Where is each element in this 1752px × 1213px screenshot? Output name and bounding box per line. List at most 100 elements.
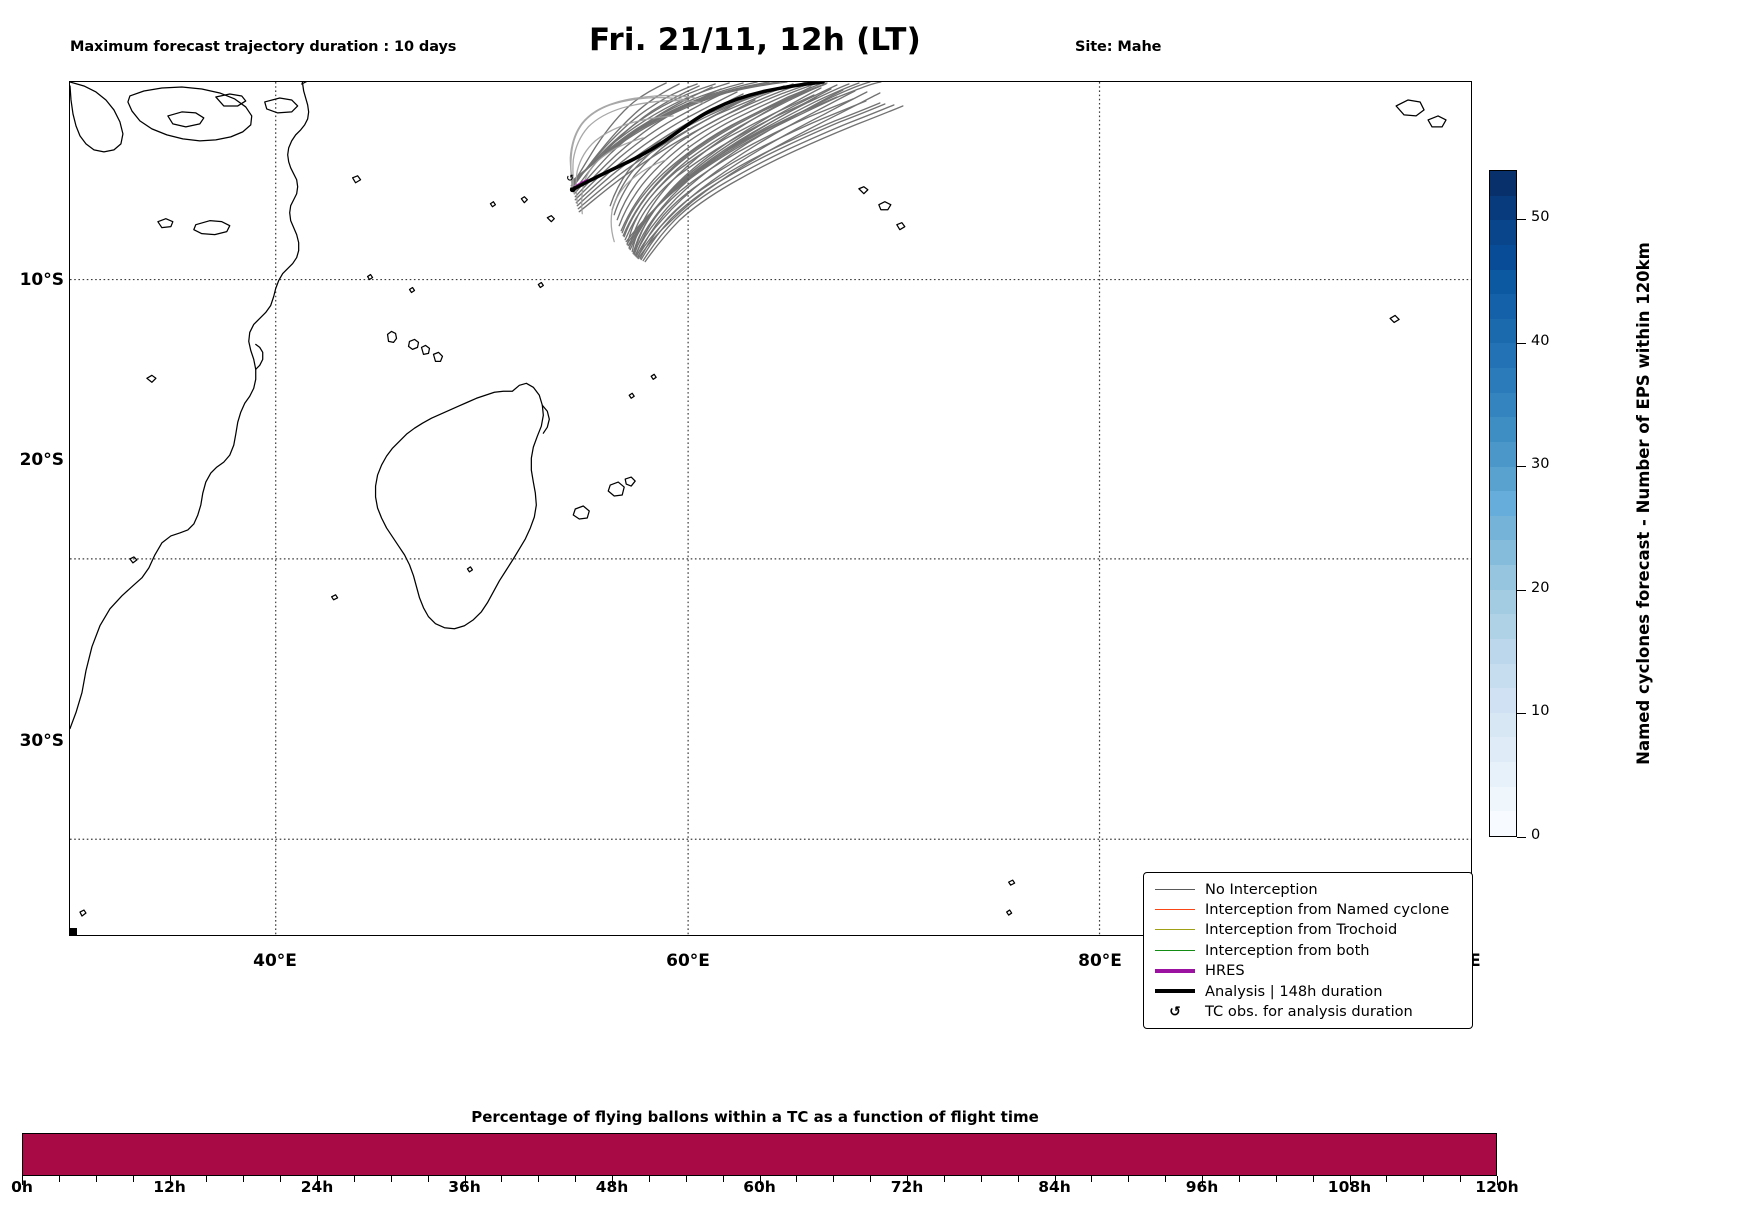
legend-swatch-line-icon	[1152, 949, 1198, 951]
legend-swatch-line-icon	[1152, 968, 1198, 973]
legend-swatch-line-icon	[1152, 909, 1198, 911]
percentage-bar-fill	[23, 1134, 1496, 1175]
legend-item-tc-obs[interactable]: ↺ TC obs. for analysis duration	[1152, 1001, 1464, 1021]
time-axis-tick	[1423, 1176, 1425, 1182]
time-axis-tick	[280, 1176, 282, 1182]
time-axis-tick	[1238, 1176, 1240, 1182]
tc-obs-icon: ↺	[566, 174, 574, 184]
colorbar-tick	[1517, 589, 1526, 591]
colorbar-segment	[1490, 343, 1516, 368]
time-axis-tick	[1497, 1176, 1498, 1185]
legend-label: No Interception	[1205, 880, 1318, 898]
map-xtick-40e: 40°E	[253, 951, 297, 971]
time-axis-tick	[427, 1176, 429, 1182]
ensemble-trajectories-light	[569, 94, 704, 243]
time-axis-tick	[464, 1176, 466, 1185]
time-axis-label: 24h	[300, 1178, 334, 1196]
colorbar-segment	[1490, 491, 1516, 516]
legend-label: Interception from Named cyclone	[1205, 901, 1450, 919]
colorbar-segment	[1490, 195, 1516, 221]
colorbar-segment	[1490, 294, 1516, 319]
map-canvas: ↺ ↺	[70, 82, 1471, 935]
colorbar-tick	[1517, 713, 1526, 715]
legend-item-no-interception[interactable]: No Interception	[1152, 879, 1464, 899]
header-site: Site: Mahe	[1075, 39, 1162, 56]
legend-item-hres[interactable]: HRES	[1152, 961, 1464, 981]
legend-item-trochoid[interactable]: Interception from Trochoid	[1152, 920, 1464, 940]
time-axis-tick	[95, 1176, 97, 1182]
coastlines	[70, 82, 1447, 917]
colorbar-segment	[1490, 392, 1516, 418]
time-axis-tick	[759, 1176, 761, 1185]
time-axis-tick	[1054, 1176, 1056, 1185]
analysis-trajectory	[570, 82, 825, 192]
colorbar-segment	[1490, 712, 1516, 738]
time-axis-tick	[317, 1176, 318, 1185]
time-axis-label: 12h	[153, 1178, 186, 1196]
page-title: Fri. 21/11, 12h (LT)	[589, 22, 921, 58]
colorbar-segment	[1490, 540, 1516, 565]
colorbar-title: Named cyclones forecast - Number of EPS …	[1634, 242, 1653, 765]
colorbar-segment	[1490, 762, 1516, 787]
legend-item-named-cyclone[interactable]: Interception from Named cyclone	[1152, 899, 1464, 919]
launch-point-marker	[569, 187, 575, 193]
time-axis-tick	[132, 1176, 134, 1182]
legend-swatch-line-icon	[1152, 929, 1198, 931]
time-axis-tick	[243, 1176, 245, 1182]
time-axis-tick	[1386, 1176, 1388, 1182]
colorbar-segment	[1490, 318, 1516, 344]
map-plot-area: ↺ ↺	[69, 81, 1472, 936]
percentage-bar-axes	[22, 1133, 1497, 1176]
time-axis-tick	[58, 1176, 60, 1182]
time-axis-tick	[353, 1176, 355, 1182]
time-axis-tick	[1349, 1176, 1351, 1185]
colorbar-segment	[1490, 220, 1516, 245]
legend-label: Analysis | 148h duration	[1205, 982, 1383, 1000]
legend-label: Interception from both	[1205, 941, 1370, 959]
time-axis-tick	[390, 1176, 392, 1182]
colorbar-segment	[1490, 786, 1516, 812]
time-axis-label: 60h	[743, 1178, 776, 1196]
colorbar-segment	[1490, 441, 1516, 467]
time-axis-tick	[1091, 1176, 1093, 1182]
time-axis-tick	[722, 1176, 724, 1182]
ensemble-trajectories	[570, 82, 904, 263]
colorbar-segment	[1490, 269, 1516, 295]
legend-item-both[interactable]: Interception from both	[1152, 940, 1464, 960]
time-axis-label: 108h	[1327, 1178, 1372, 1196]
time-axis-tick	[538, 1176, 540, 1182]
colorbar-segment	[1490, 688, 1516, 713]
percentage-bar-title: Percentage of flying ballons within a TC…	[471, 1108, 1039, 1126]
time-axis-label: 120h	[1475, 1178, 1519, 1196]
colorbar-segment	[1490, 737, 1516, 762]
colorbar-tick-label: 50	[1531, 209, 1550, 226]
colorbar-segment	[1490, 515, 1516, 541]
colorbar-segment	[1490, 614, 1516, 639]
legend-label: HRES	[1205, 962, 1245, 980]
colorbar-tick	[1517, 466, 1526, 468]
axis-corner-marker	[70, 928, 77, 935]
legend-item-analysis[interactable]: Analysis | 148h duration	[1152, 981, 1464, 1001]
time-axis-label: 36h	[448, 1178, 481, 1196]
time-axis-tick	[1165, 1176, 1167, 1182]
map-gridlines	[70, 82, 1471, 935]
colorbar-segment	[1490, 171, 1516, 196]
time-axis-tick	[575, 1176, 577, 1182]
map-xtick-80e: 80°E	[1078, 951, 1122, 971]
colorbar-segment	[1490, 466, 1516, 492]
tc-obs-glyph: ↺	[1169, 1003, 1181, 1020]
colorbar-segment	[1490, 565, 1516, 590]
time-axis-tick	[22, 1176, 23, 1185]
time-axis-label: 0h	[11, 1178, 33, 1196]
colorbar-segment	[1490, 417, 1516, 442]
time-axis-tick	[796, 1176, 798, 1182]
map-ytick-30s: 30°S	[19, 731, 64, 751]
time-axis-tick	[648, 1176, 650, 1182]
legend-label: TC obs. for analysis duration	[1205, 1003, 1413, 1021]
colorbar-tick	[1517, 342, 1526, 344]
time-axis-tick	[1128, 1176, 1130, 1182]
map-xtick-60e: 60°E	[666, 951, 710, 971]
time-axis-tick	[907, 1176, 908, 1185]
legend-swatch-line-icon	[1152, 989, 1198, 994]
time-axis-tick	[1017, 1176, 1019, 1182]
